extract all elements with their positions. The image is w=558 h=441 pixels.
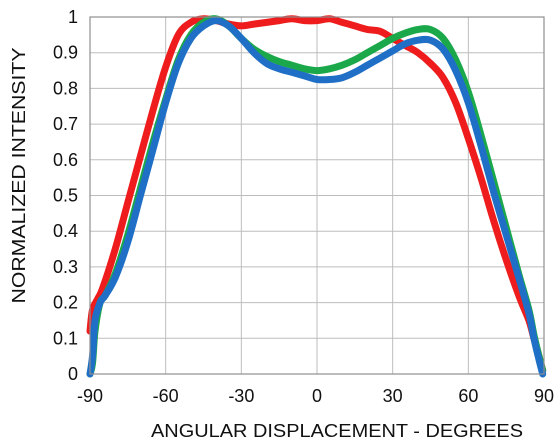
series-lines [86, 15, 547, 378]
x-tick-label: 90 [534, 386, 554, 406]
y-tick-label: 0.1 [53, 328, 78, 348]
y-axis-label: NORMALIZED INTENSITY [9, 48, 29, 304]
y-tick-label: 1 [68, 7, 78, 27]
x-tick-label: -90 [77, 386, 103, 406]
y-tick-labels: 0 0.1 0.2 0.3 0.4 0.5 0.6 0.7 0.8 0.9 1 [53, 7, 78, 384]
y-tick-label: 0 [68, 364, 78, 384]
y-tick-label: 0.5 [53, 186, 78, 206]
x-tick-label: -30 [228, 386, 254, 406]
y-tick-label: 0.4 [53, 221, 78, 241]
y-tick-label: 0.6 [53, 150, 78, 170]
plot-frame [89, 16, 545, 375]
x-tick-label: 60 [458, 386, 478, 406]
blue-series-line [86, 17, 547, 378]
y-tick-label: 0.3 [53, 257, 78, 277]
y-tick-label: 0.7 [53, 114, 78, 134]
x-tick-label: 0 [312, 386, 322, 406]
y-tick-label: 0.2 [53, 293, 78, 313]
x-tick-label: -60 [153, 386, 179, 406]
x-tick-label: 30 [383, 386, 403, 406]
x-axis-label: ANGULAR DISPLACEMENT - DEGREES [151, 421, 523, 441]
red-series-line [86, 15, 547, 374]
y-tick-label: 0.8 [53, 78, 78, 98]
x-tick-labels: -90 -60 -30 0 30 60 90 [77, 386, 554, 406]
y-tick-label: 0.9 [53, 43, 78, 63]
green-series-line [86, 15, 547, 378]
